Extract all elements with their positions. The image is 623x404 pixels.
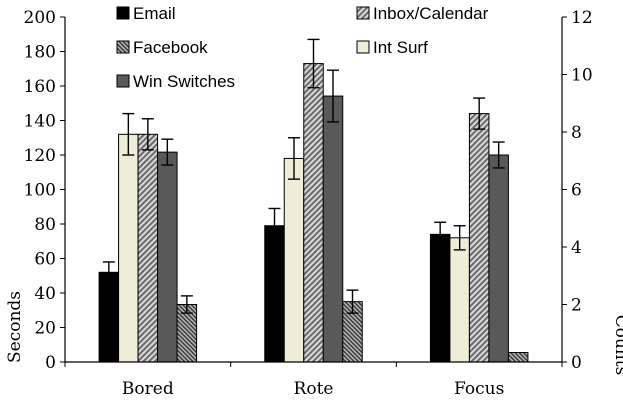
legend-label: Inbox/Calendar: [373, 4, 489, 23]
error-bar: [102, 261, 115, 284]
x-tick-label: Rote: [294, 379, 334, 399]
y2-tick-label: 12: [571, 8, 593, 28]
y2-tick-label: 6: [571, 181, 582, 201]
y-tick-label: 180: [24, 43, 56, 63]
y-tick-label: 160: [24, 77, 56, 97]
plot-area: [98, 38, 529, 363]
axes: 0 20 40 60 80 100 120 140 160 180 200 0 2 4 6 8 10 12 Bore…: [24, 8, 593, 399]
legend-label: Win Switches: [133, 72, 235, 91]
error-bar: [492, 141, 505, 169]
error-bar: [327, 69, 339, 123]
x-tick-label: Focus: [454, 379, 504, 399]
error-bar: [161, 138, 174, 166]
y-tick-label: 140: [24, 112, 56, 132]
bar-int-surf-rote: [283, 157, 305, 363]
y2-tick-label: 2: [571, 296, 582, 316]
bar-email-bored: [98, 271, 120, 363]
y-tick-label: 120: [24, 146, 56, 166]
bar-email-focus: [429, 233, 451, 363]
error-bar: [141, 118, 154, 151]
y-tick-label: 20: [34, 319, 56, 339]
legend-label: Facebook: [133, 38, 208, 57]
legend-swatch: [356, 40, 370, 54]
y2-tick-label: 0: [571, 353, 582, 373]
bar-inbox-calendar-focus: [468, 113, 490, 363]
error-bar: [434, 221, 447, 248]
bar-win-switches-bored: [157, 151, 178, 363]
bar-win-switches-focus: [488, 154, 509, 363]
legend-item: Facebook: [116, 38, 208, 57]
error-bar: [268, 207, 281, 244]
error-bar: [453, 225, 466, 251]
legend: Email Inbox/Calendar Facebook Int Surf Win S…: [116, 4, 489, 91]
y-tick-label: 40: [34, 284, 56, 304]
bar-email-rote: [264, 225, 285, 363]
legend-swatch: [356, 6, 370, 20]
error-bar: [473, 97, 486, 130]
y2-tick-label: 4: [571, 238, 582, 258]
legend-item: Email: [116, 4, 176, 23]
y2-axis-label: Counts: [611, 315, 623, 376]
y-tick-label: 80: [34, 215, 56, 235]
y2-tick-label: 10: [571, 66, 593, 86]
error-bar: [288, 137, 300, 180]
legend-swatch: [116, 40, 130, 54]
y-tick-label: 200: [24, 8, 56, 28]
error-bar: [307, 38, 320, 89]
y-axis-label: Seconds: [5, 291, 25, 363]
bar-int-surf-bored: [118, 133, 139, 363]
legend-swatch: [116, 6, 130, 20]
bar-inbox-calendar-bored: [137, 133, 159, 363]
legend-swatch: [116, 74, 130, 88]
legend-label: Email: [133, 4, 176, 23]
legend-item: Win Switches: [116, 72, 235, 91]
legend-item: Inbox/Calendar: [356, 4, 489, 23]
error-bar: [346, 289, 359, 314]
legend-label: Int Surf: [373, 38, 428, 57]
bar-inbox-calendar-rote: [303, 63, 324, 363]
bar-int-surf-focus: [449, 237, 470, 363]
error-bar: [180, 295, 193, 314]
error-bar: [122, 112, 135, 156]
y2-tick-label: 8: [571, 123, 582, 143]
y-tick-label: 100: [24, 181, 56, 201]
y-tick-label: 60: [34, 250, 56, 270]
y-tick-label: 0: [45, 353, 56, 373]
bar-win-switches-rote: [322, 95, 344, 363]
legend-item: Int Surf: [356, 38, 428, 57]
x-tick-label: Bored: [122, 379, 174, 399]
bar-facebook-focus: [507, 352, 529, 363]
